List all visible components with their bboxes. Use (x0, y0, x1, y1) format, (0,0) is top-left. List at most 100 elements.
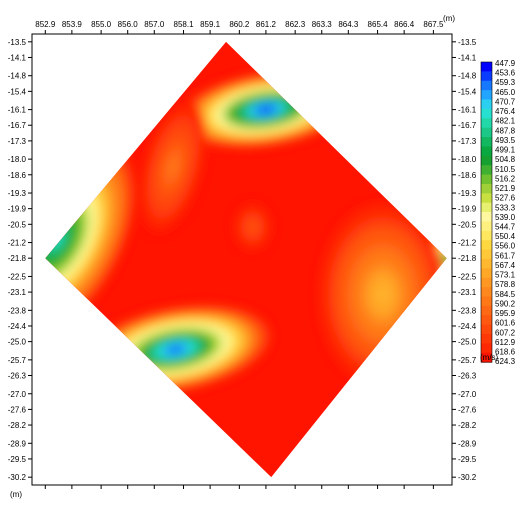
y-tick-label: -14.8 (8, 72, 27, 81)
y-tick-label: -28.9 (8, 439, 27, 448)
colorbar-label: 482.1 (495, 117, 516, 126)
y-tick-label: -28.9 (458, 439, 477, 448)
x-tick-label: 862.3 (285, 20, 306, 29)
y-tick-label: -25.7 (8, 356, 27, 365)
colorbar-label: 459.3 (495, 78, 516, 87)
y-tick-label: -21.8 (458, 254, 477, 263)
x-tick-label: 861.2 (256, 20, 277, 29)
x-unit-label: (m) (443, 14, 455, 23)
y-unit-label: (m) (10, 490, 22, 499)
colorbar-swatch (481, 62, 492, 72)
colorbar-swatch (481, 127, 492, 138)
x-axis-bottom (44, 485, 434, 489)
y-tick-label: -23.8 (8, 306, 27, 315)
y-tick-label: -23.1 (8, 288, 27, 297)
colorbar-label: 556.0 (495, 242, 516, 251)
colorbar-swatch (481, 305, 492, 316)
y-tick-label: -14.1 (8, 53, 27, 62)
y-tick-label: -29.5 (8, 455, 27, 464)
y-tick-label: -13.5 (458, 38, 477, 47)
y-tick-label: -27.0 (8, 390, 27, 399)
contour-band (168, 346, 183, 353)
colorbar-label: 527.6 (495, 194, 516, 203)
y-tick-label: -16.7 (8, 121, 27, 130)
colorbar-swatch (481, 90, 492, 101)
contour-band (378, 288, 388, 302)
colorbar-label: 504.8 (495, 155, 516, 164)
y-tick-label: -20.5 (458, 220, 477, 229)
y-tick-label: -26.3 (458, 372, 477, 381)
y-tick-label: -23.8 (458, 306, 477, 315)
colorbar-swatch (481, 277, 492, 288)
colorbar-label: 590.2 (495, 299, 516, 308)
x-tick-label: 863.3 (312, 20, 333, 29)
y-tick-label: -27.6 (458, 405, 477, 414)
y-tick-label: -29.5 (458, 455, 477, 464)
colorbar-swatch (481, 193, 492, 204)
y-tick-label: -30.2 (458, 473, 477, 482)
y-tick-label: -25.0 (8, 338, 27, 347)
y-axis-right: -13.5 -14.1 -14.8 -15.4 -16.1 -16.7 -17.3 -18.0… (452, 38, 477, 482)
y-tick-label: -25.0 (458, 338, 477, 347)
y-tick-label: -16.1 (8, 106, 27, 115)
colorbar-label: 544.7 (495, 223, 516, 232)
x-tick-label: 857.0 (144, 20, 165, 29)
colorbar-label: 499.1 (495, 146, 516, 155)
colorbar-swatch (481, 118, 492, 129)
y-axis-left: -13.5 -14.1 -14.8 -15.4 -16.1 -16.7 -17.3 -18.0… (8, 38, 32, 482)
colorbar-swatch (481, 99, 492, 110)
y-tick-label: -19.3 (458, 189, 477, 198)
x-tick-label: 858.1 (174, 20, 195, 29)
colorbar-swatch (481, 296, 492, 307)
y-tick-label: -18.6 (8, 171, 27, 180)
colorbar-swatch (481, 287, 492, 297)
y-tick-label: -30.2 (8, 473, 27, 482)
x-tick-label: 866.4 (394, 20, 415, 29)
colorbar-label: 465.0 (495, 88, 516, 97)
anomaly-6 (139, 101, 207, 233)
colorbar-swatch (481, 258, 492, 269)
colorbar-unit-label: (m/s) (480, 353, 499, 362)
colorbar-label: 510.5 (495, 165, 516, 174)
y-tick-label: -18.0 (8, 155, 27, 164)
y-tick-label: -21.2 (8, 239, 27, 248)
colorbar-label: 573.1 (495, 271, 516, 280)
y-tick-label: -20.5 (8, 220, 27, 229)
plot-frame (31, 33, 453, 486)
colorbar-label: 550.4 (495, 232, 516, 241)
colorbar-label: 601.6 (495, 319, 516, 328)
colorbar-frame (480, 61, 493, 363)
y-tick-label: -24.4 (458, 322, 477, 331)
y-tick-label: -19.9 (458, 205, 477, 214)
x-axis-top: 852.9 853.9 855.0 856.0 857.0 858.1 859.1 860.2… (35, 20, 444, 34)
y-tick-label: -13.5 (8, 38, 27, 47)
contour-band (170, 162, 176, 172)
x-tick-label: 853.9 (62, 20, 83, 29)
y-tick-label: -16.7 (458, 121, 477, 130)
anomaly-7 (234, 203, 272, 251)
colorbar-label: 470.7 (495, 97, 516, 106)
colorbar-swatch (481, 343, 492, 354)
x-tick-label: 859.1 (200, 20, 221, 29)
colorbar-swatch (481, 352, 492, 363)
colorbar-label: 578.8 (495, 280, 516, 289)
colorbar-label: 624.3 (495, 357, 516, 366)
colorbar-swatch (481, 212, 492, 222)
colorbar-label: 567.4 (495, 261, 516, 270)
colorbar-swatch (481, 71, 492, 82)
colorbar-label: 453.6 (495, 69, 516, 78)
anomaly-5 (319, 203, 447, 386)
y-tick-label: -27.6 (8, 405, 27, 414)
contour-band (259, 106, 273, 113)
x-tick-label: 855.0 (91, 20, 112, 29)
y-tick-label: -21.2 (458, 239, 477, 248)
colorbar: 447.9453.6459.3465.0470.7476.4482.1487.8… (480, 59, 516, 366)
colorbar-label: 516.2 (495, 174, 516, 183)
colorbar-swatch (481, 174, 492, 185)
y-tick-label: -21.8 (8, 254, 27, 263)
y-tick-label: -17.3 (458, 137, 477, 146)
colorbar-swatch (481, 137, 492, 147)
x-tick-label: 865.4 (368, 20, 389, 29)
colorbar-label: 595.9 (495, 309, 516, 318)
